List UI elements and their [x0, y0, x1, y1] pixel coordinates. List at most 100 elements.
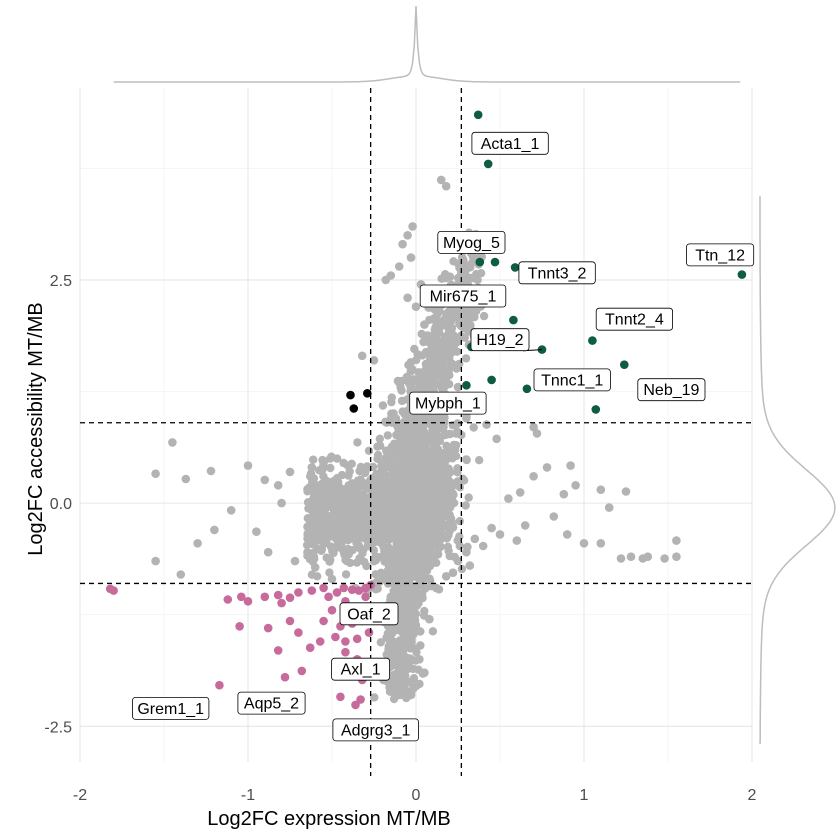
label-text: Aqp5_2 [244, 696, 299, 713]
data-point [386, 592, 396, 602]
x-axis-title: Log2FC expression MT/MB [207, 808, 450, 830]
data-point [243, 597, 253, 606]
gene-label: Acta1_1 [471, 131, 549, 155]
label-text: Tnnt3_2 [528, 265, 587, 282]
data-point [109, 586, 118, 595]
data-point [510, 263, 520, 272]
label-box [332, 718, 419, 742]
data-point [347, 585, 357, 594]
data-point [504, 494, 513, 503]
data-point [532, 429, 542, 438]
data-point [462, 381, 471, 390]
data-point [310, 563, 320, 572]
data-point [604, 503, 614, 512]
data-point [482, 420, 491, 429]
data-point [420, 668, 429, 677]
x-tick-label: 2 [748, 787, 757, 804]
label-box [331, 657, 391, 681]
y-tick-label: 2.5 [50, 273, 72, 290]
data-point [151, 556, 160, 566]
data-point [737, 270, 747, 279]
data-point [408, 222, 417, 231]
data-point [425, 614, 434, 624]
gene-label: Aqp5_2 [237, 691, 306, 715]
data-point [346, 390, 355, 400]
label-text: Mir675_1 [430, 289, 497, 306]
data-point [398, 628, 407, 637]
data-point [411, 601, 421, 611]
data-point [596, 485, 606, 495]
data-point [406, 253, 416, 262]
data-point [475, 257, 485, 267]
gene-label: Tnnt2_4 [595, 307, 674, 331]
data-point [415, 655, 424, 664]
marginal-density-layer [113, 5, 836, 745]
background-point-cloud [302, 228, 489, 704]
data-point [512, 536, 522, 545]
data-point [626, 552, 636, 561]
data-point [277, 498, 286, 508]
data-point [235, 622, 244, 631]
data-point [324, 592, 333, 602]
label-text: H19_2 [476, 332, 523, 349]
gene-label: Adgrg3_1 [332, 718, 419, 742]
data-point [260, 475, 270, 485]
data-point [579, 539, 589, 548]
data-point [206, 466, 216, 476]
data-point [465, 561, 475, 570]
data-point [562, 530, 572, 539]
data-point [223, 595, 233, 604]
x-tick-label: -2 [73, 787, 87, 804]
data-point [363, 389, 372, 398]
data-point [428, 333, 438, 343]
label-text: Tnnt2_4 [605, 312, 664, 329]
data-point [411, 302, 421, 312]
data-point [273, 590, 283, 600]
data-point [473, 110, 483, 120]
y-tick-label: -2.5 [44, 719, 72, 736]
label-box [437, 230, 506, 254]
label-box [419, 284, 507, 308]
data-point [263, 547, 273, 557]
gene-label: Oaf_2 [339, 602, 399, 626]
tick-labels-layer: -2 -1 0 1 2 -2.5 0.0 2.5 [44, 273, 756, 804]
data-point [319, 583, 328, 593]
x-marginal-density [113, 5, 741, 83]
data-point [327, 605, 337, 615]
data-point [294, 588, 303, 597]
data-point [509, 315, 518, 325]
x-tick-label: 1 [580, 787, 589, 804]
label-box [518, 261, 596, 285]
data-point [588, 336, 597, 345]
gene-label: Mir675_1 [419, 284, 507, 308]
label-text: Mybph_1 [415, 396, 481, 413]
data-point [354, 586, 364, 595]
data-point [332, 588, 342, 597]
data-point [336, 692, 345, 702]
data-point [591, 405, 601, 414]
gene-label: Tnnc1_1 [533, 368, 611, 392]
data-point [297, 666, 307, 676]
data-point [441, 181, 451, 191]
data-point [403, 677, 412, 686]
data-point [441, 572, 451, 581]
label-box [637, 378, 706, 402]
data-point [520, 521, 530, 530]
data-point [290, 556, 300, 566]
data-point [596, 539, 606, 548]
data-point [307, 586, 317, 595]
data-point [571, 481, 580, 490]
data-point [315, 637, 325, 646]
data-point [542, 463, 552, 472]
data-point [529, 472, 538, 481]
data-points-layer [105, 110, 747, 710]
data-point [243, 461, 253, 470]
data-point [495, 530, 505, 539]
data-point [361, 592, 370, 602]
data-point [263, 623, 273, 633]
data-point [643, 552, 653, 561]
data-point [403, 293, 412, 303]
data-point [341, 647, 350, 657]
data-point [352, 634, 362, 644]
